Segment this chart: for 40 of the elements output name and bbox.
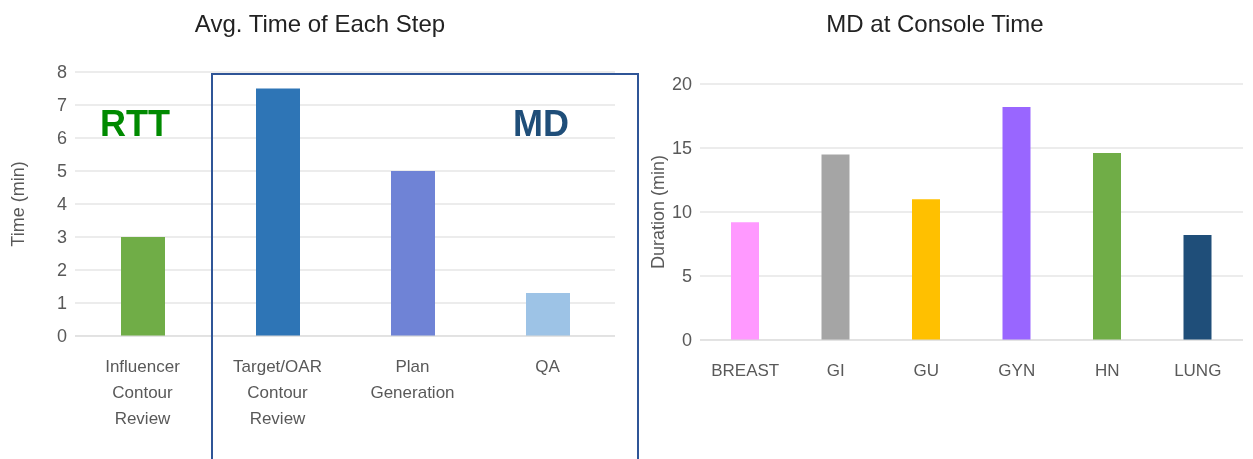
x-tick-label: BREAST — [711, 361, 780, 380]
y-tick-label: 5 — [681, 266, 692, 287]
y-tick-label: 6 — [56, 128, 67, 149]
y-tick-label: 15 — [671, 138, 692, 159]
x-tick-label: GI — [826, 361, 845, 380]
y-tick-label: 8 — [56, 62, 67, 83]
y-tick-label: 4 — [56, 194, 67, 215]
x-tick-label: Target/OAR Contour Review — [233, 357, 322, 428]
bar — [821, 154, 850, 340]
x-tick-label: GU — [913, 361, 939, 380]
y-tick-label: 3 — [56, 227, 67, 248]
annotation: RTT — [100, 103, 170, 145]
y-tick-label: 10 — [671, 202, 692, 223]
bar — [391, 171, 435, 336]
bar — [1093, 153, 1121, 340]
bar — [731, 222, 759, 340]
annotation: MD — [513, 103, 569, 145]
y-tick-label: 2 — [56, 260, 67, 281]
y-tick-label: 7 — [56, 95, 67, 116]
x-tick-label: GYN — [998, 361, 1036, 380]
y-tick-label: 0 — [681, 330, 692, 351]
x-tick-label: LUNG — [1174, 361, 1222, 380]
bar — [526, 293, 570, 336]
bar — [1002, 107, 1031, 340]
y-tick-label: 0 — [56, 326, 67, 347]
y-tick-label: 1 — [56, 293, 67, 314]
y-tick-label: 5 — [56, 161, 67, 182]
bar — [256, 88, 300, 336]
x-tick-label: HN — [1094, 361, 1120, 380]
x-tick-label: Influencer Contour Review — [105, 357, 181, 428]
chart-title: Avg. Time of Each Step — [193, 10, 447, 38]
x-tick-label: Plan Generation — [370, 357, 455, 402]
bar — [912, 199, 940, 340]
y-axis-title: Time (min) — [8, 161, 29, 247]
bar — [1183, 235, 1212, 340]
y-tick-label: 20 — [671, 74, 692, 95]
chart-title: MD at Console Time — [825, 10, 1045, 38]
x-tick-label: QA — [535, 357, 561, 376]
y-axis-title: Duration (min) — [648, 154, 669, 270]
bar — [121, 237, 165, 336]
